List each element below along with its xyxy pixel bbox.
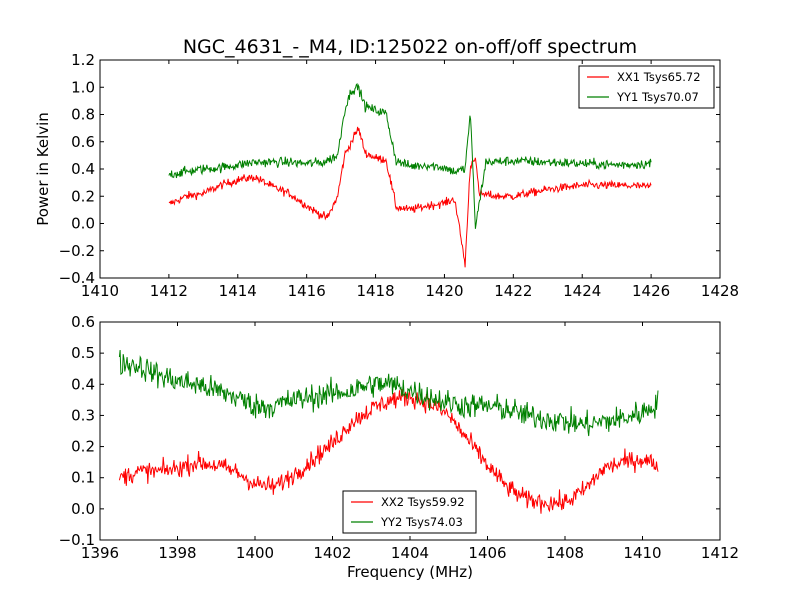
x-tick-label: 1418 (356, 282, 394, 300)
top-panel: 1410 1412 1414 1416 1418 1420 1422 1424 1426 1428… (34, 51, 739, 300)
x-tick-label: 1400 (236, 544, 274, 562)
x-tick-label: 1412 (150, 282, 188, 300)
chart-title: NGC_4631_-_M4, ID:125022 on-off/off spec… (183, 36, 637, 58)
legend-label: YY2 Tsys74.03 (380, 515, 463, 529)
x-tick-label: 1412 (701, 544, 739, 562)
y-tick-label: 0.2 (71, 438, 95, 456)
y-tick-label: 0.0 (71, 500, 95, 518)
x-tick-label: 1414 (219, 282, 257, 300)
y-axis-label: Power in Kelvin (34, 112, 52, 226)
y-tick-label: 0.3 (71, 406, 95, 424)
y-tick-label: 0.0 (71, 215, 95, 233)
bottom-panel: 1396 1398 1400 1402 1404 1406 1408 1410 1412 −0.1… (59, 313, 740, 581)
y-tick-label: 0.5 (71, 344, 95, 362)
x-axis-label: Frequency (MHz) (347, 563, 473, 581)
x-tick-label: 1410 (623, 544, 661, 562)
y-tick-label: 0.4 (71, 160, 95, 178)
top-axis-ticks: 1410 1412 1414 1416 1418 1420 1422 1424 1426 1428… (59, 51, 740, 300)
bottom-series-group (118, 349, 659, 514)
legend-box (342, 490, 477, 534)
series-line-2 (118, 349, 659, 437)
y-tick-label: 0.2 (71, 187, 95, 205)
x-tick-label: 1406 (468, 544, 506, 562)
y-tick-label: −0.2 (59, 242, 95, 260)
x-tick-label: 1426 (632, 282, 670, 300)
x-tick-label: 1428 (701, 282, 739, 300)
legend-label: XX1 Tsys65.72 (617, 70, 701, 84)
x-tick-label: 1398 (158, 544, 196, 562)
x-tick-label: 1420 (425, 282, 463, 300)
y-tick-label: 0.4 (71, 375, 95, 393)
x-tick-label: 1402 (313, 544, 351, 562)
y-tick-label: 0.6 (71, 313, 95, 331)
top-legend: XX1 Tsys65.72 YY1 Tsys70.07 (578, 65, 715, 109)
x-tick-label: 1410 (81, 282, 119, 300)
y-tick-label: 1.0 (71, 78, 95, 96)
x-tick-label: 1424 (563, 282, 601, 300)
legend-label: YY1 Tsys70.07 (616, 90, 699, 104)
y-tick-label: 0.1 (71, 469, 95, 487)
x-tick-label: 1416 (288, 282, 326, 300)
x-tick-label: 1396 (81, 544, 119, 562)
series-line-2 (168, 82, 652, 229)
legend-label: XX2 Tsys59.92 (381, 495, 465, 509)
bottom-axis-ticks: 1396 1398 1400 1402 1404 1406 1408 1410 1412 −0.1… (59, 313, 740, 562)
top-series-group (168, 82, 652, 268)
series-line-1 (168, 126, 652, 268)
y-tick-label: −0.1 (59, 531, 95, 549)
y-tick-label: −0.4 (59, 269, 95, 287)
x-tick-label: 1422 (494, 282, 532, 300)
y-tick-label: 0.8 (71, 106, 95, 124)
x-tick-label: 1408 (546, 544, 584, 562)
y-tick-label: 0.6 (71, 133, 95, 151)
series-line-1 (118, 389, 659, 514)
y-tick-label: 1.2 (71, 51, 95, 69)
x-tick-label: 1404 (391, 544, 429, 562)
bottom-legend: XX2 Tsys59.92 YY2 Tsys74.03 (342, 490, 477, 534)
legend-box (578, 65, 715, 109)
